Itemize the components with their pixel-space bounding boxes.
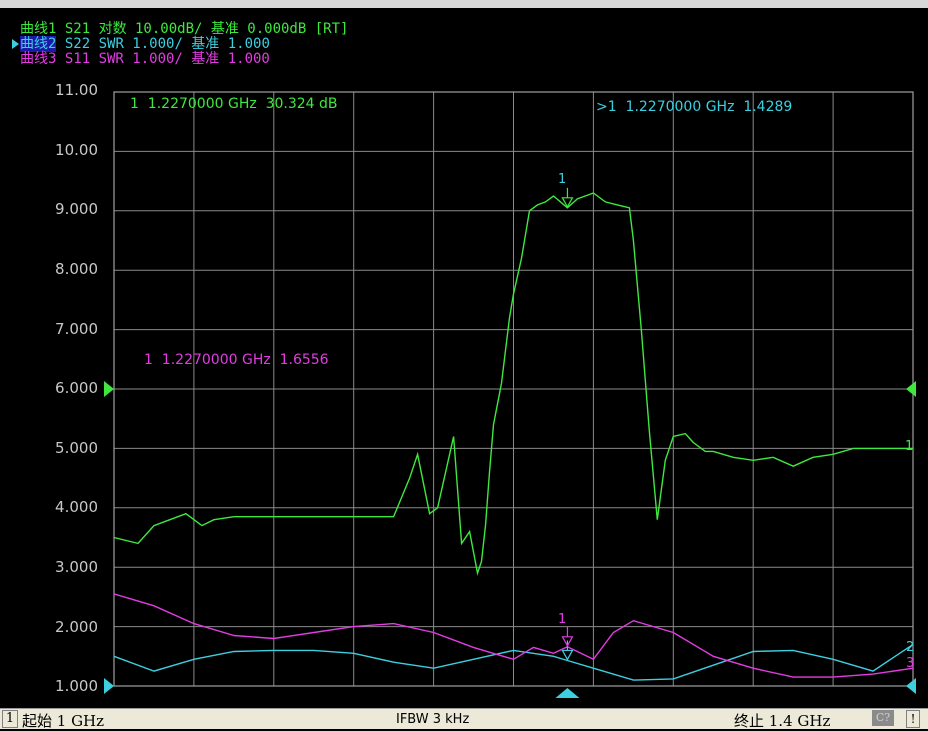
y-axis-label: 10.00 (55, 141, 98, 159)
y-axis-label: 4.000 (55, 498, 98, 516)
trace3-end-label: 3 (906, 656, 915, 671)
marker-readout-trace1: 1 1.2270000 GHz 30.324 dB (130, 96, 338, 112)
y-axis-label: 3.000 (55, 558, 98, 576)
trace1-header[interactable]: 曲线1 S21 对数 10.00dB/ 基准 0.000dB [RT] (20, 21, 349, 37)
y-axis-label: 2.000 (55, 618, 98, 636)
y-axis-label: 1.000 (55, 677, 98, 695)
marker-readout-trace3: 1 1.2270000 GHz 1.6556 (144, 352, 329, 368)
reference-level-right-icon[interactable] (906, 381, 916, 397)
y-axis-label: 9.000 (55, 200, 98, 218)
trace-line-1 (113, 192, 913, 576)
y-axis-label: 8.000 (55, 260, 98, 278)
start-frequency[interactable]: 起始 1 GHz (22, 712, 105, 730)
error-indicator-badge[interactable]: ! (906, 710, 920, 728)
y-axis-label: 7.000 (55, 320, 98, 338)
stop-frequency[interactable]: 终止 1.4 GHz (734, 712, 831, 730)
status-bar: 1 起始 1 GHz IFBW 3 kHz 终止 1.4 GHz C? ! (0, 708, 928, 730)
y-axis-label: 11.00 (55, 81, 98, 99)
active-trace-indicator-icon (12, 39, 19, 49)
y-axis-label: 5.000 (55, 439, 98, 457)
reference-level-right-icon[interactable] (906, 678, 916, 694)
marker-pointer-icon (561, 649, 574, 661)
trace-line-2 (113, 643, 914, 681)
reference-level-left-icon[interactable] (104, 381, 114, 397)
marker-readout-trace2: >1 1.2270000 GHz 1.4289 (596, 99, 793, 115)
trace-line-3 (113, 593, 914, 678)
ifbw-value[interactable]: IFBW 3 kHz (396, 712, 470, 727)
window-top-edge (0, 0, 928, 8)
trace2-name-selected[interactable]: 曲线2 (20, 36, 57, 52)
marker-flag-label: 1 (558, 612, 567, 627)
reference-level-left-icon[interactable] (104, 678, 114, 694)
trace2-end-label: 2 (906, 640, 915, 655)
calibration-status-badge[interactable]: C? (872, 710, 894, 726)
active-marker-position-icon (555, 688, 580, 698)
channel-number[interactable]: 1 (2, 710, 18, 728)
trace2-header[interactable]: 曲线2 S22 SWR 1.000/ 基准 1.000 (20, 36, 270, 52)
trace3-header[interactable]: 曲线3 S11 SWR 1.000/ 基准 1.000 (20, 51, 270, 67)
trace2-header-text: S22 SWR 1.000/ 基准 1.000 (56, 36, 270, 52)
marker-flag-label: 1 (558, 172, 567, 187)
y-axis-label: 6.000 (55, 379, 98, 397)
trace1-end-label: 1 (905, 439, 914, 454)
